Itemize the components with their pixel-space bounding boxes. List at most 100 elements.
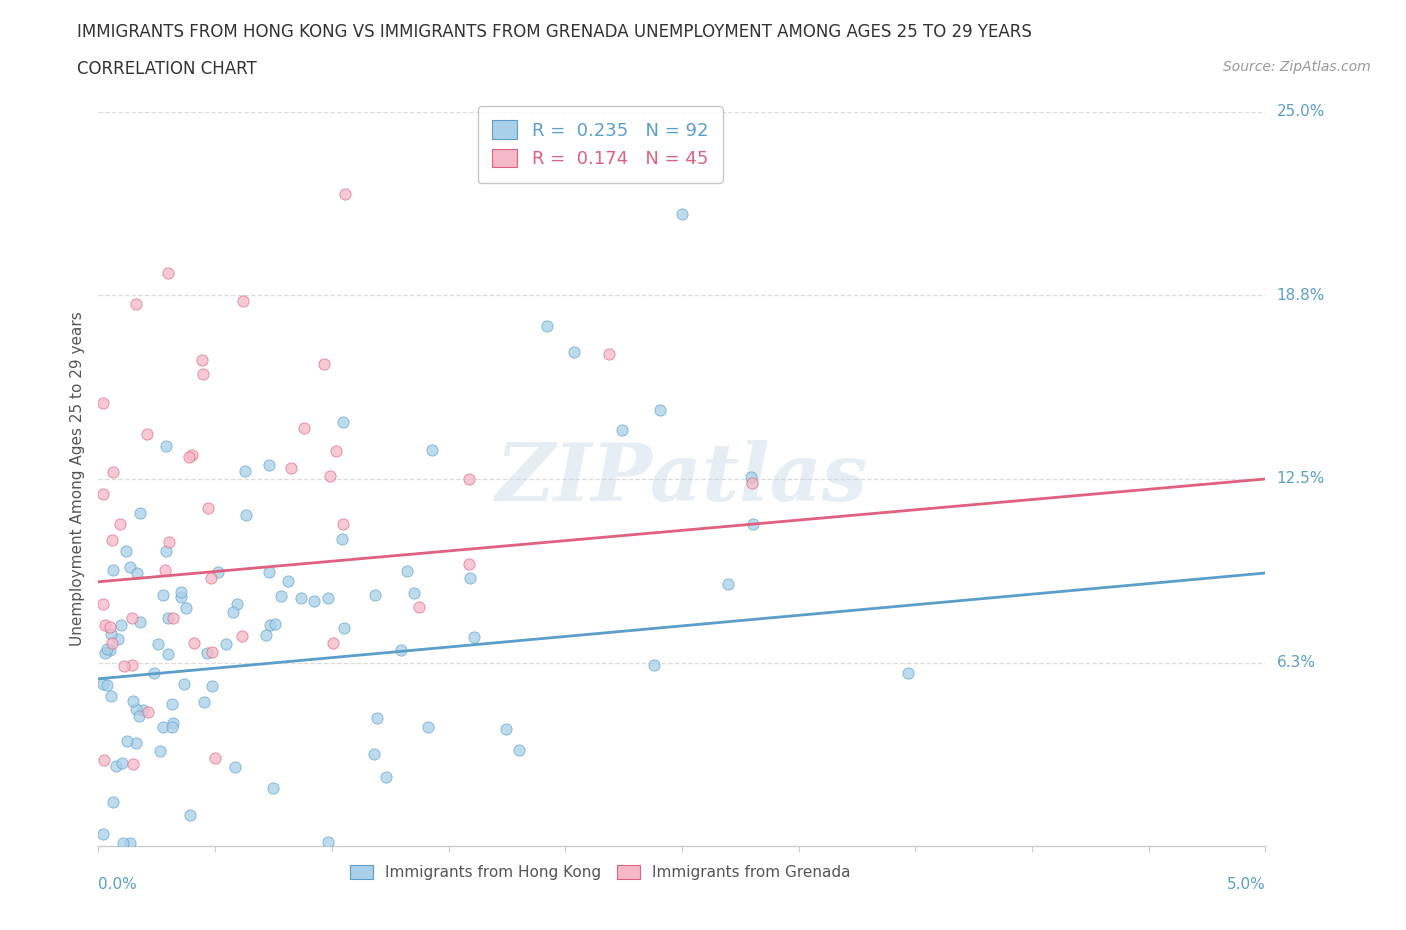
Point <box>183 635 205 650</box>
Point <box>108 517 131 532</box>
Point <box>112 658 135 673</box>
Point <box>115 734 138 749</box>
Point <box>104 758 127 773</box>
Point <box>416 719 439 734</box>
Point <box>125 702 148 717</box>
Point <box>100 688 122 703</box>
Point <box>259 618 281 632</box>
Point <box>101 636 124 651</box>
Point <box>318 834 340 849</box>
Point <box>125 566 148 581</box>
Point <box>121 658 143 672</box>
Point <box>332 414 354 429</box>
Point <box>458 571 481 586</box>
Text: 18.8%: 18.8% <box>1277 287 1324 303</box>
Point <box>146 637 169 652</box>
Point <box>207 565 229 579</box>
Point <box>173 676 195 691</box>
Point <box>224 760 246 775</box>
Point <box>741 475 763 490</box>
Point <box>157 535 180 550</box>
Point <box>262 781 284 796</box>
Point <box>121 611 143 626</box>
Point <box>91 596 114 611</box>
Point <box>91 486 114 501</box>
Point <box>170 584 193 599</box>
Point <box>741 517 763 532</box>
Point <box>177 449 200 464</box>
Point <box>564 344 586 359</box>
Point <box>402 586 425 601</box>
Point <box>420 443 443 458</box>
Point <box>277 574 299 589</box>
Point <box>257 458 280 472</box>
Point <box>897 666 920 681</box>
Text: 12.5%: 12.5% <box>1277 472 1324 486</box>
Point <box>94 618 117 632</box>
Point <box>232 294 254 309</box>
Point <box>235 507 257 522</box>
Point <box>191 366 214 381</box>
Point <box>322 635 344 650</box>
Point <box>191 352 214 367</box>
Point <box>120 836 142 851</box>
Point <box>612 423 634 438</box>
Point <box>96 677 118 692</box>
Point <box>204 751 226 765</box>
Point <box>318 469 340 484</box>
Point <box>98 619 121 634</box>
Point <box>125 736 148 751</box>
Point <box>325 444 347 458</box>
Point <box>107 631 129 646</box>
Point <box>157 646 180 661</box>
Point <box>463 630 485 644</box>
Point <box>333 620 356 635</box>
Point <box>201 679 224 694</box>
Text: ZIPatlas: ZIPatlas <box>496 440 868 518</box>
Y-axis label: Unemployment Among Ages 25 to 29 years: Unemployment Among Ages 25 to 29 years <box>69 312 84 646</box>
Text: Source: ZipAtlas.com: Source: ZipAtlas.com <box>1223 60 1371 74</box>
Point <box>408 600 430 615</box>
Point <box>226 597 249 612</box>
Point <box>162 610 184 625</box>
Point <box>598 347 620 362</box>
Point <box>101 464 124 479</box>
Point <box>110 618 132 632</box>
Point <box>717 577 740 591</box>
Point <box>125 297 148 312</box>
Point <box>149 744 172 759</box>
Point <box>129 615 152 630</box>
Point <box>122 694 145 709</box>
Point <box>155 438 177 453</box>
Point <box>152 720 174 735</box>
Point <box>152 588 174 603</box>
Point <box>366 711 388 725</box>
Point <box>128 505 150 520</box>
Point <box>330 532 353 547</box>
Point <box>740 470 762 485</box>
Point <box>457 557 479 572</box>
Point <box>332 517 354 532</box>
Point <box>160 720 183 735</box>
Point <box>160 697 183 711</box>
Text: 0.0%: 0.0% <box>98 877 138 892</box>
Point <box>316 591 339 605</box>
Point <box>333 187 356 202</box>
Point <box>170 590 193 604</box>
Legend: Immigrants from Hong Kong, Immigrants from Grenada: Immigrants from Hong Kong, Immigrants fr… <box>344 858 856 886</box>
Point <box>495 722 517 737</box>
Point <box>231 629 253 644</box>
Point <box>111 836 134 851</box>
Point <box>233 463 256 478</box>
Point <box>643 658 665 672</box>
Text: CORRELATION CHART: CORRELATION CHART <box>77 60 257 78</box>
Point <box>153 563 176 578</box>
Point <box>101 533 124 548</box>
Text: IMMIGRANTS FROM HONG KONG VS IMMIGRANTS FROM GRENADA UNEMPLOYMENT AMONG AGES 25 : IMMIGRANTS FROM HONG KONG VS IMMIGRANTS … <box>77 23 1032 41</box>
Point <box>94 645 117 660</box>
Point <box>91 395 114 410</box>
Point <box>222 604 245 619</box>
Point <box>671 207 693 222</box>
Text: 5.0%: 5.0% <box>1226 877 1265 892</box>
Point <box>96 641 118 656</box>
